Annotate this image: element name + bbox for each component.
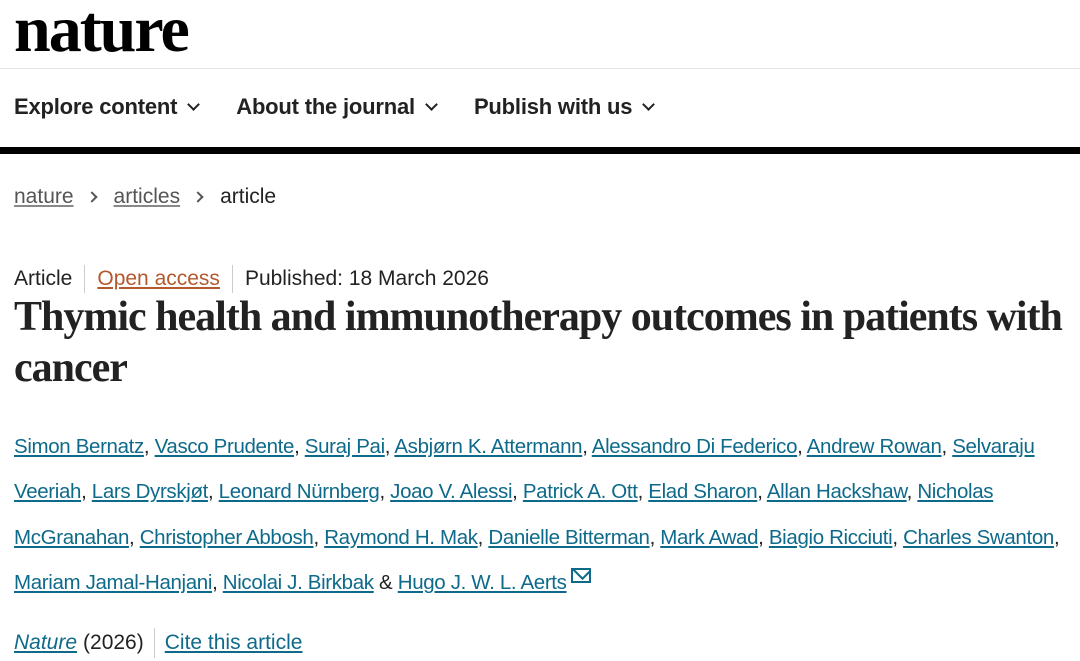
author-link[interactable]: Biagio Ricciuti [768, 525, 893, 549]
main-nav: Explore content About the journal Publis… [14, 94, 656, 120]
article-title: Thymic health and immunotherapy outcomes… [14, 294, 1063, 391]
author-link[interactable]: Joao V. Alessi [390, 480, 513, 504]
article-meta: Article Open access Published: 18 March … [14, 265, 489, 293]
divider [84, 265, 86, 293]
author-link[interactable]: Mariam Jamal-Hanjani [14, 570, 213, 594]
nav-explore-content[interactable]: Explore content [14, 94, 201, 120]
chevron-down-icon [642, 98, 656, 111]
breadcrumb-nature[interactable]: nature [14, 185, 74, 208]
breadcrumb-current: article [220, 185, 277, 208]
nav-label: Publish with us [473, 94, 633, 119]
published-date: Published: 18 March 2026 [244, 267, 489, 290]
citation-line: Nature (2026) Cite this article [14, 628, 302, 658]
author-link[interactable]: Asbjørn K. Attermann [394, 435, 583, 458]
header-bar [0, 147, 1080, 154]
author-link[interactable]: Lars Dyrskjøt [91, 480, 209, 504]
nav-publish[interactable]: Publish with us [473, 94, 656, 120]
author-link[interactable]: Elad Sharon [648, 480, 758, 504]
cite-article-link[interactable]: Cite this article [164, 631, 303, 654]
divider [153, 628, 155, 658]
header-divider [0, 68, 1080, 69]
nav-about-journal[interactable]: About the journal [236, 94, 438, 120]
author-link[interactable]: Leonard Nürnberg [218, 480, 380, 504]
author-link[interactable]: Simon Bernatz [14, 435, 144, 458]
author-link[interactable]: Mark Awad [660, 525, 759, 549]
author-link[interactable]: Hugo J. W. L. Aerts [397, 570, 567, 594]
author-link[interactable]: Christopher Abbosh [139, 525, 314, 549]
open-access-link[interactable]: Open access [97, 267, 220, 290]
nav-label: About the journal [236, 94, 415, 119]
author-link[interactable]: Vasco Prudente [154, 435, 295, 458]
chevron-down-icon [425, 98, 438, 111]
article-type: Article [14, 267, 73, 290]
author-link[interactable]: Nicholas McGranahan [14, 480, 994, 549]
year: (2026) [83, 631, 144, 654]
author-link[interactable]: Raymond H. Mak [324, 525, 478, 549]
author-link[interactable]: Suraj Pai [304, 435, 385, 458]
author-separator: & [379, 570, 393, 594]
divider [231, 265, 233, 293]
email-icon[interactable] [570, 567, 591, 583]
author-link[interactable]: Selvaraju Veeriah [14, 435, 1035, 504]
nature-logo[interactable]: nature [14, 0, 190, 66]
journal-link[interactable]: Nature [14, 631, 78, 654]
nav-label: Explore content [14, 94, 178, 119]
breadcrumb: nature articles article [14, 185, 276, 209]
author-link[interactable]: Charles Swanton [903, 525, 1054, 549]
author-link[interactable]: Andrew Rowan [806, 435, 942, 458]
chevron-right-icon [192, 191, 204, 203]
chevron-right-icon [85, 191, 98, 203]
author-list: Simon Bernatz, Vasco Prudente, Suraj Pai… [14, 435, 1060, 594]
author-link[interactable]: Alessandro Di Federico [591, 435, 798, 458]
author-link[interactable]: Danielle Bitterman [488, 525, 650, 549]
breadcrumb-articles[interactable]: articles [113, 185, 181, 208]
author-link[interactable]: Nicolai J. Birkbak [222, 570, 374, 594]
author-link[interactable]: Patrick A. Ott [522, 480, 638, 504]
chevron-down-icon [187, 98, 201, 111]
author-link[interactable]: Allan Hackshaw [766, 480, 907, 504]
